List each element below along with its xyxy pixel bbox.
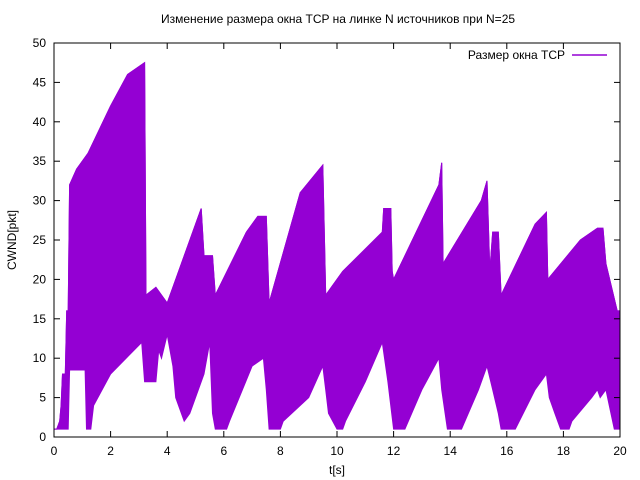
series-line <box>54 61 620 430</box>
y-tick-label: 0 <box>39 430 46 444</box>
x-tick-label: 2 <box>107 444 114 458</box>
x-tick-label: 16 <box>500 444 514 458</box>
series-band <box>54 61 621 430</box>
x-axis-label: t[s] <box>329 463 345 477</box>
chart-title: Изменение размера окна TCP на линке N ис… <box>161 12 515 26</box>
y-tick-label: 20 <box>33 272 47 286</box>
y-tick-label: 30 <box>33 194 47 208</box>
legend-label: Размер окна TCP <box>468 48 565 62</box>
y-tick-label: 35 <box>33 154 47 168</box>
y-tick-label: 15 <box>33 312 47 326</box>
y-tick-label: 5 <box>39 391 46 405</box>
x-tick-label: 6 <box>220 444 227 458</box>
y-tick-label: 50 <box>33 36 47 50</box>
x-tick-label: 10 <box>330 444 344 458</box>
y-tick-label: 45 <box>33 75 47 89</box>
y-tick-label: 10 <box>33 351 47 365</box>
legend: Размер окна TCP <box>468 48 607 62</box>
y-axis-label: CWND[pkt] <box>5 210 19 270</box>
x-tick-label: 8 <box>277 444 284 458</box>
x-tick-label: 20 <box>613 444 627 458</box>
plot-area <box>54 61 621 430</box>
y-axis: 0 5 10 15 20 25 30 35 40 45 50 <box>33 36 620 444</box>
y-tick-label: 40 <box>33 115 47 129</box>
x-tick-label: 18 <box>557 444 571 458</box>
x-tick-label: 12 <box>387 444 401 458</box>
x-axis: 0 2 4 6 8 10 12 14 16 18 20 <box>51 43 627 458</box>
x-tick-label: 4 <box>164 444 171 458</box>
y-tick-label: 25 <box>33 233 47 247</box>
x-tick-label: 14 <box>444 444 458 458</box>
x-tick-label: 0 <box>51 444 58 458</box>
